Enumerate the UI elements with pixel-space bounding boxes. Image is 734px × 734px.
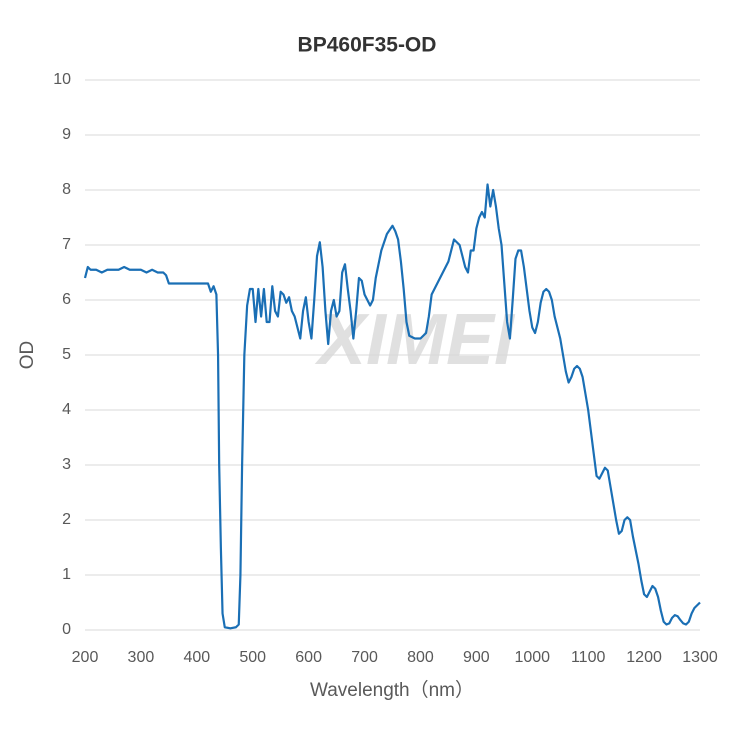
y-tick-label: 8 — [62, 181, 71, 198]
x-tick-label: 1200 — [626, 649, 662, 666]
chart-title: BP460F35-OD — [298, 34, 437, 57]
x-axis-label: Wavelength（nm） — [310, 679, 474, 701]
x-tick-label: 200 — [72, 649, 99, 666]
x-tick-label: 1100 — [571, 649, 606, 666]
x-tick-label: 500 — [239, 649, 266, 666]
y-tick-label: 3 — [62, 456, 71, 473]
x-tick-label: 600 — [295, 649, 322, 666]
y-axis-label: OD — [17, 341, 38, 370]
x-tick-label: 400 — [183, 649, 210, 666]
watermark: XIMEI — [314, 300, 516, 380]
y-tick-label: 0 — [62, 621, 71, 638]
y-tick-label: 6 — [62, 291, 71, 308]
y-tick-label: 9 — [62, 126, 71, 143]
data-line — [83, 183, 701, 630]
x-tick-label: 700 — [351, 649, 378, 666]
x-tick-label: 800 — [407, 649, 434, 666]
x-tick-label: 1000 — [514, 649, 550, 666]
x-tick-label: 300 — [128, 649, 155, 666]
y-tick-label: 5 — [62, 346, 71, 363]
x-tick-label: 900 — [463, 649, 490, 666]
x-tick-label: 1300 — [682, 649, 718, 666]
y-tick-label: 4 — [62, 401, 71, 418]
y-tick-label: 2 — [62, 511, 71, 528]
y-tick-label: 10 — [53, 71, 71, 88]
y-tick-label: 1 — [62, 566, 71, 583]
y-tick-label: 7 — [62, 236, 71, 253]
